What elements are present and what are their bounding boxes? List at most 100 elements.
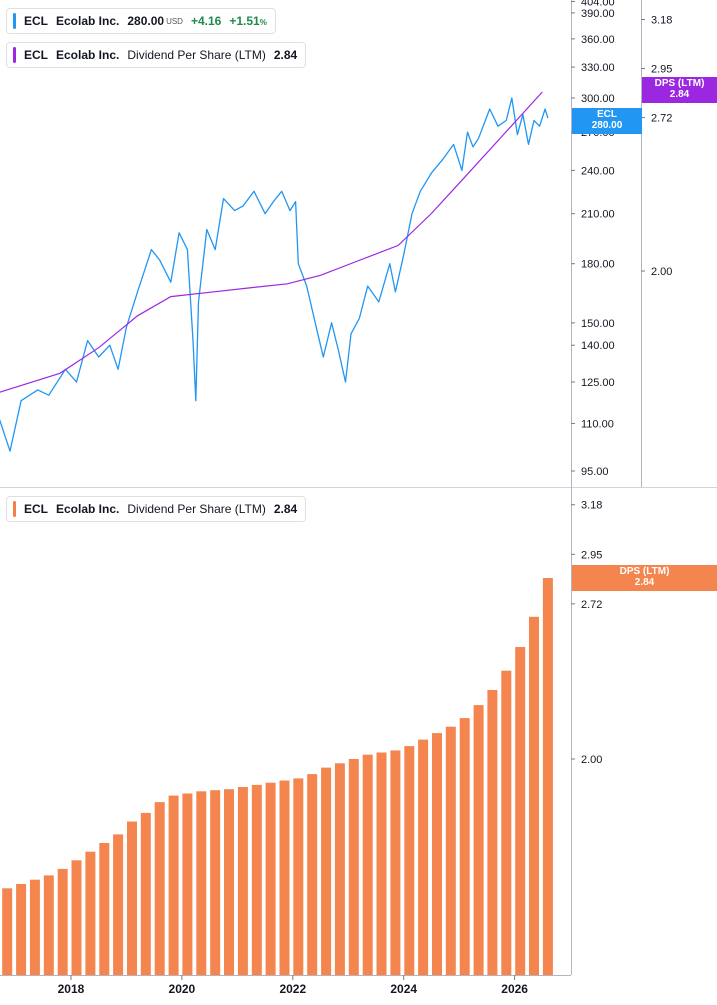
- dps-bar: [237, 787, 248, 975]
- dps-top-legend[interactable]: ECL Ecolab Inc. Dividend Per Share (LTM)…: [6, 42, 307, 68]
- price-tick-label: 390.00: [581, 8, 615, 20]
- dps-bar: [29, 879, 40, 975]
- price-tick-label: 404.00: [581, 0, 615, 8]
- dps-bar: [224, 789, 234, 975]
- price-legend-swatch: [13, 13, 16, 29]
- dps-bar: [432, 733, 442, 975]
- dps-top-legend-ticker: ECL: [24, 48, 48, 62]
- price-lines: [0, 91, 549, 452]
- dps-bottom-legend[interactable]: ECL Ecolab Inc. Dividend Per Share (LTM)…: [6, 496, 307, 522]
- dps-bar: [113, 834, 124, 975]
- dps-bar: [251, 784, 262, 975]
- time-tick-label: 2018: [58, 982, 85, 996]
- dps-bar: [210, 790, 221, 975]
- price-tick-label: 140.00: [581, 340, 615, 352]
- time-tick-label: 2022: [279, 982, 306, 996]
- price-legend-name: Ecolab Inc.: [56, 14, 120, 28]
- price-legend-change: +4.16: [190, 14, 222, 28]
- time-tick-label: 2024: [390, 982, 417, 996]
- dps-top-legend-name: Ecolab Inc.: [56, 48, 120, 62]
- dps-bar: [307, 774, 318, 975]
- price-tag-ticker: ECL: [597, 109, 617, 120]
- axes: 95.00 110.00 125.00 140.00 150.00 180.00 210.0…: [58, 0, 673, 996]
- dps-bar: [487, 690, 498, 975]
- dps-bar: [515, 647, 526, 975]
- secondary-tick-label: 2.72: [651, 113, 672, 125]
- dps-bar: [71, 860, 82, 975]
- secondary-tick-label: 2.00: [651, 266, 672, 278]
- price-tick-label: 180.00: [581, 259, 615, 271]
- price-tick-label: 330.00: [581, 62, 615, 74]
- time-tick-label: 2020: [169, 982, 196, 996]
- dps-tick-label: 2.95: [581, 549, 602, 561]
- dps-bar: [57, 868, 68, 975]
- pane-structure: [0, 0, 717, 976]
- secondary-tick-label: 3.18: [651, 15, 672, 27]
- dps-bottom-legend-ticker: ECL: [24, 502, 48, 516]
- dps-bar: [168, 795, 179, 975]
- dps-bar: [182, 793, 193, 975]
- dps-tick-label: 2.72: [581, 599, 602, 611]
- dps-bar: [362, 754, 373, 975]
- dps-top-tag-label: DPS (LTM): [654, 78, 705, 89]
- price-tag: ECL 280.00: [572, 108, 642, 134]
- dps-bar: [473, 705, 484, 975]
- dps-bar: [348, 759, 359, 975]
- price-tick-label: 95.00: [581, 466, 609, 478]
- price-legend[interactable]: ECL Ecolab Inc. 280.00 USD +4.16 +1.51%: [6, 8, 276, 34]
- price-tick-label: 300.00: [581, 93, 615, 105]
- price-legend-pct: +1.51%: [229, 14, 267, 28]
- price-tag-value: 280.00: [591, 120, 623, 131]
- dps-bar: [334, 763, 345, 975]
- price-legend-ticker: ECL: [24, 14, 48, 28]
- dps-tick-label: 2.00: [581, 754, 602, 766]
- dps-bar: [376, 752, 387, 975]
- price-legend-value: 280.00: [127, 14, 165, 28]
- dps-bottom-legend-value: 2.84: [273, 502, 298, 516]
- dps-bar: [2, 888, 13, 975]
- dps-bar: [542, 578, 553, 975]
- dps-bottom-legend-swatch: [13, 501, 16, 517]
- price-tick-label: 150.00: [581, 318, 615, 330]
- dps-top-tag-value: 2.84: [669, 89, 690, 100]
- dps-bar: [279, 780, 290, 975]
- dps-bottom-tag: DPS (LTM) 2.84: [572, 565, 717, 591]
- dps-top-legend-swatch: [13, 47, 16, 63]
- dps-bar: [529, 616, 539, 975]
- dps-bar: [265, 782, 276, 975]
- dps-bar: [43, 875, 54, 975]
- ecl-price-line: [0, 97, 549, 452]
- dps-bar: [85, 851, 96, 975]
- price-tick-label: 240.00: [581, 165, 615, 177]
- dps-top-legend-metric: Dividend Per Share (LTM): [127, 48, 266, 62]
- dps-bar: [16, 884, 27, 975]
- dps-ltm-line: [0, 91, 543, 393]
- dps-bar: [459, 718, 470, 975]
- dps-bar: [321, 767, 332, 975]
- dps-bottom-tag-value: 2.84: [634, 577, 655, 588]
- dps-bar: [390, 750, 401, 975]
- dps-bar: [140, 812, 151, 975]
- dps-bar: [196, 791, 207, 975]
- time-tick-label: 2026: [501, 982, 528, 996]
- dps-bar: [293, 778, 304, 975]
- price-legend-pct-sign: %: [259, 18, 267, 27]
- price-tick-label: 125.00: [581, 377, 615, 389]
- dps-bars: [2, 578, 553, 975]
- dps-top-legend-value: 2.84: [273, 48, 298, 62]
- price-tick-label: 360.00: [581, 34, 615, 46]
- price-legend-pct-value: +1.51: [229, 14, 260, 28]
- price-legend-currency: USD: [166, 16, 183, 26]
- dps-bottom-legend-name: Ecolab Inc.: [56, 502, 120, 516]
- dps-bar: [154, 802, 165, 975]
- secondary-tick-label: 2.95: [651, 64, 672, 76]
- price-tick-label: 210.00: [581, 209, 615, 221]
- dps-bottom-tag-label: DPS (LTM): [619, 566, 670, 577]
- price-tick-label: 110.00: [581, 418, 614, 430]
- dps-top-tag: DPS (LTM) 2.84: [642, 77, 717, 103]
- dps-bar: [445, 726, 456, 975]
- dps-bar: [99, 843, 110, 975]
- dps-bar: [501, 670, 512, 975]
- dps-bar: [418, 739, 429, 975]
